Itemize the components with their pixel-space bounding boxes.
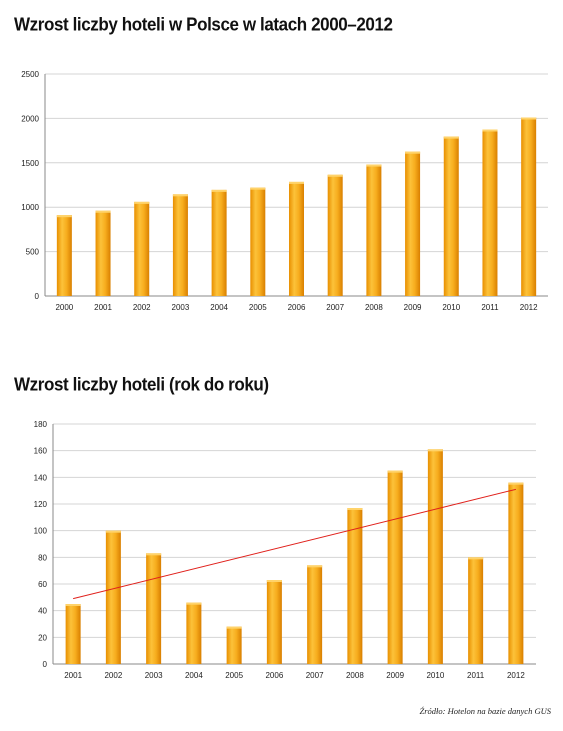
x-tick-label: 2007 [306,671,324,680]
bar [56,215,72,296]
x-tick-label: 2011 [467,671,485,680]
y-tick-label: 500 [26,248,40,257]
bar-top-highlight [226,626,242,629]
bar-top-highlight [289,181,304,184]
bar [327,174,343,296]
bar [226,626,242,664]
bar-top-highlight [211,189,227,192]
bar [211,189,227,296]
bar [508,482,524,664]
x-tick-label: 2004 [210,303,228,312]
y-tick-label: 160 [34,447,48,456]
x-tick-label: 2005 [225,671,243,680]
chart-title-hotels-total: Wzrost liczby hoteli w Polsce w latach 2… [14,14,393,35]
bar-top-highlight [387,470,403,473]
bar [366,164,382,296]
source-note: Źródło: Hotelon na bazie danych GUS [419,706,551,716]
y-tick-label: 2000 [21,114,39,123]
bar [250,187,266,296]
bar-top-highlight [146,553,162,556]
chart-title-hotels-yoy: Wzrost liczby hoteli (rok do roku) [14,374,269,395]
x-tick-label: 2002 [133,303,151,312]
bar [105,530,121,664]
bar [347,508,363,664]
bar-top-highlight [134,201,150,204]
bar [521,117,537,297]
y-tick-label: 40 [38,607,47,616]
bar-top-highlight [443,136,459,139]
bar-top-highlight [521,117,537,120]
bar [443,136,459,296]
x-tick-label: 2010 [442,303,460,312]
bar-top-highlight [95,210,111,213]
x-tick-label: 2010 [426,671,444,680]
bar [387,470,403,664]
bar-top-highlight [508,482,524,485]
x-tick-label: 2003 [145,671,163,680]
bar-top-highlight [482,129,498,132]
bar-chart-hotels-total: 0 500 1000 1500 2000 2500 2000 2001 2002 2003 2004… [21,70,548,312]
y-tick-label: 140 [34,473,48,482]
x-tick-label: 2001 [64,671,82,680]
y-tick-label: 1000 [21,203,39,212]
bar [146,553,162,664]
bar-chart-hotels-yoy: 0 20 40 60 80 100 120 140 160 180 2001 2002 2003 2004… [34,420,536,680]
y-tick-label: 60 [38,580,47,589]
bar [405,151,421,296]
y-tick-label: 20 [38,633,47,642]
x-tick-label: 2011 [481,303,499,312]
bar-top-highlight [366,164,382,167]
bar [266,580,282,664]
bar [307,565,323,664]
x-tick-label: 2009 [386,671,404,680]
bar [95,210,111,296]
y-tick-label: 100 [34,527,48,536]
bar-top-highlight [405,151,421,154]
x-tick-label: 2008 [346,671,364,680]
x-tick-label: 2006 [288,303,306,312]
x-tick-label: 2009 [404,303,422,312]
bar-top-highlight [307,565,323,568]
x-tick-label: 2007 [326,303,344,312]
y-tick-label: 180 [34,420,48,429]
y-tick-label: 1500 [21,159,39,168]
bar-top-highlight [327,174,343,177]
x-tick-label: 2001 [94,303,112,312]
bar [427,449,443,664]
bar-top-highlight [427,449,443,452]
bar [186,602,202,664]
x-tick-label: 2012 [520,303,538,312]
x-tick-label: 2003 [172,303,190,312]
bar [468,557,484,664]
bar [172,194,188,296]
x-tick-label: 2008 [365,303,383,312]
bar [65,604,81,664]
x-tick-label: 2006 [265,671,283,680]
bar [134,201,150,296]
bar-top-highlight [172,194,188,197]
bar-top-highlight [250,187,266,190]
x-tick-label: 2000 [55,303,73,312]
x-tick-label: 2002 [104,671,122,680]
x-tick-label: 2012 [507,671,525,680]
bar-top-highlight [56,215,72,218]
bar-top-highlight [347,508,363,510]
y-tick-label: 2500 [21,70,39,79]
bar-top-highlight [186,602,202,605]
trendline [73,488,516,600]
bar [289,181,304,296]
bar [482,129,498,296]
y-tick-label: 120 [34,500,48,509]
bar-top-highlight [65,604,81,606]
bar-top-highlight [266,580,282,582]
x-tick-label: 2005 [249,303,267,312]
y-tick-label: 0 [35,292,40,301]
bar-top-highlight [468,557,484,560]
y-tick-label: 80 [38,553,47,562]
bar-top-highlight [105,530,121,533]
y-tick-label: 0 [43,660,48,669]
x-tick-label: 2004 [185,671,203,680]
